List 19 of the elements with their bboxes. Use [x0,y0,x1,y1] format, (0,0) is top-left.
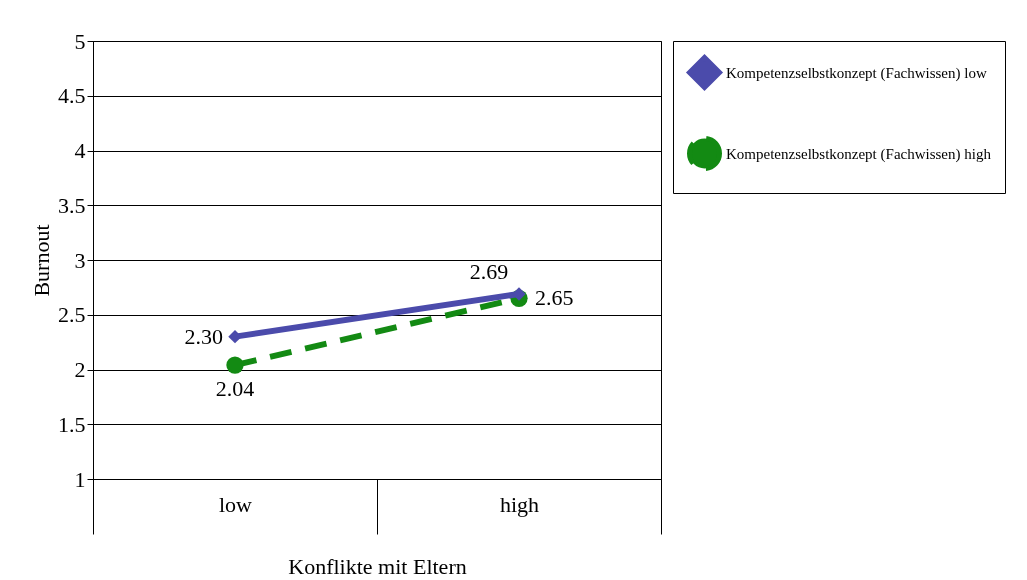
legend-label: Kompetenzselbstkonzept (Fachwissen) high [726,145,992,163]
x-tick-label: high [499,491,540,517]
data-label: 2.30 [184,323,223,349]
data-label: 2.65 [535,285,574,311]
legend-label: Kompetenzselbstkonzept (Fachwissen) low [726,64,987,82]
data-label: 2.04 [215,376,255,402]
y-tick-label: 5 [74,28,86,54]
y-tick-label: 4.5 [58,83,86,109]
y-tick-label: 3.5 [58,192,86,218]
x-tick-label: low [219,491,253,517]
y-axis-title: Burnout [29,224,54,297]
x-axis-title: Konflikte mit Eltern [288,554,467,579]
y-tick-label: 2 [74,357,86,382]
y-tick-label: 2.5 [58,302,86,328]
y-tick-label: 3 [74,247,86,273]
y-tick-label: 1 [74,466,86,492]
data-label: 2.69 [469,258,509,284]
y-tick-label: 4 [74,138,86,163]
y-tick-label: 1.5 [58,411,86,437]
